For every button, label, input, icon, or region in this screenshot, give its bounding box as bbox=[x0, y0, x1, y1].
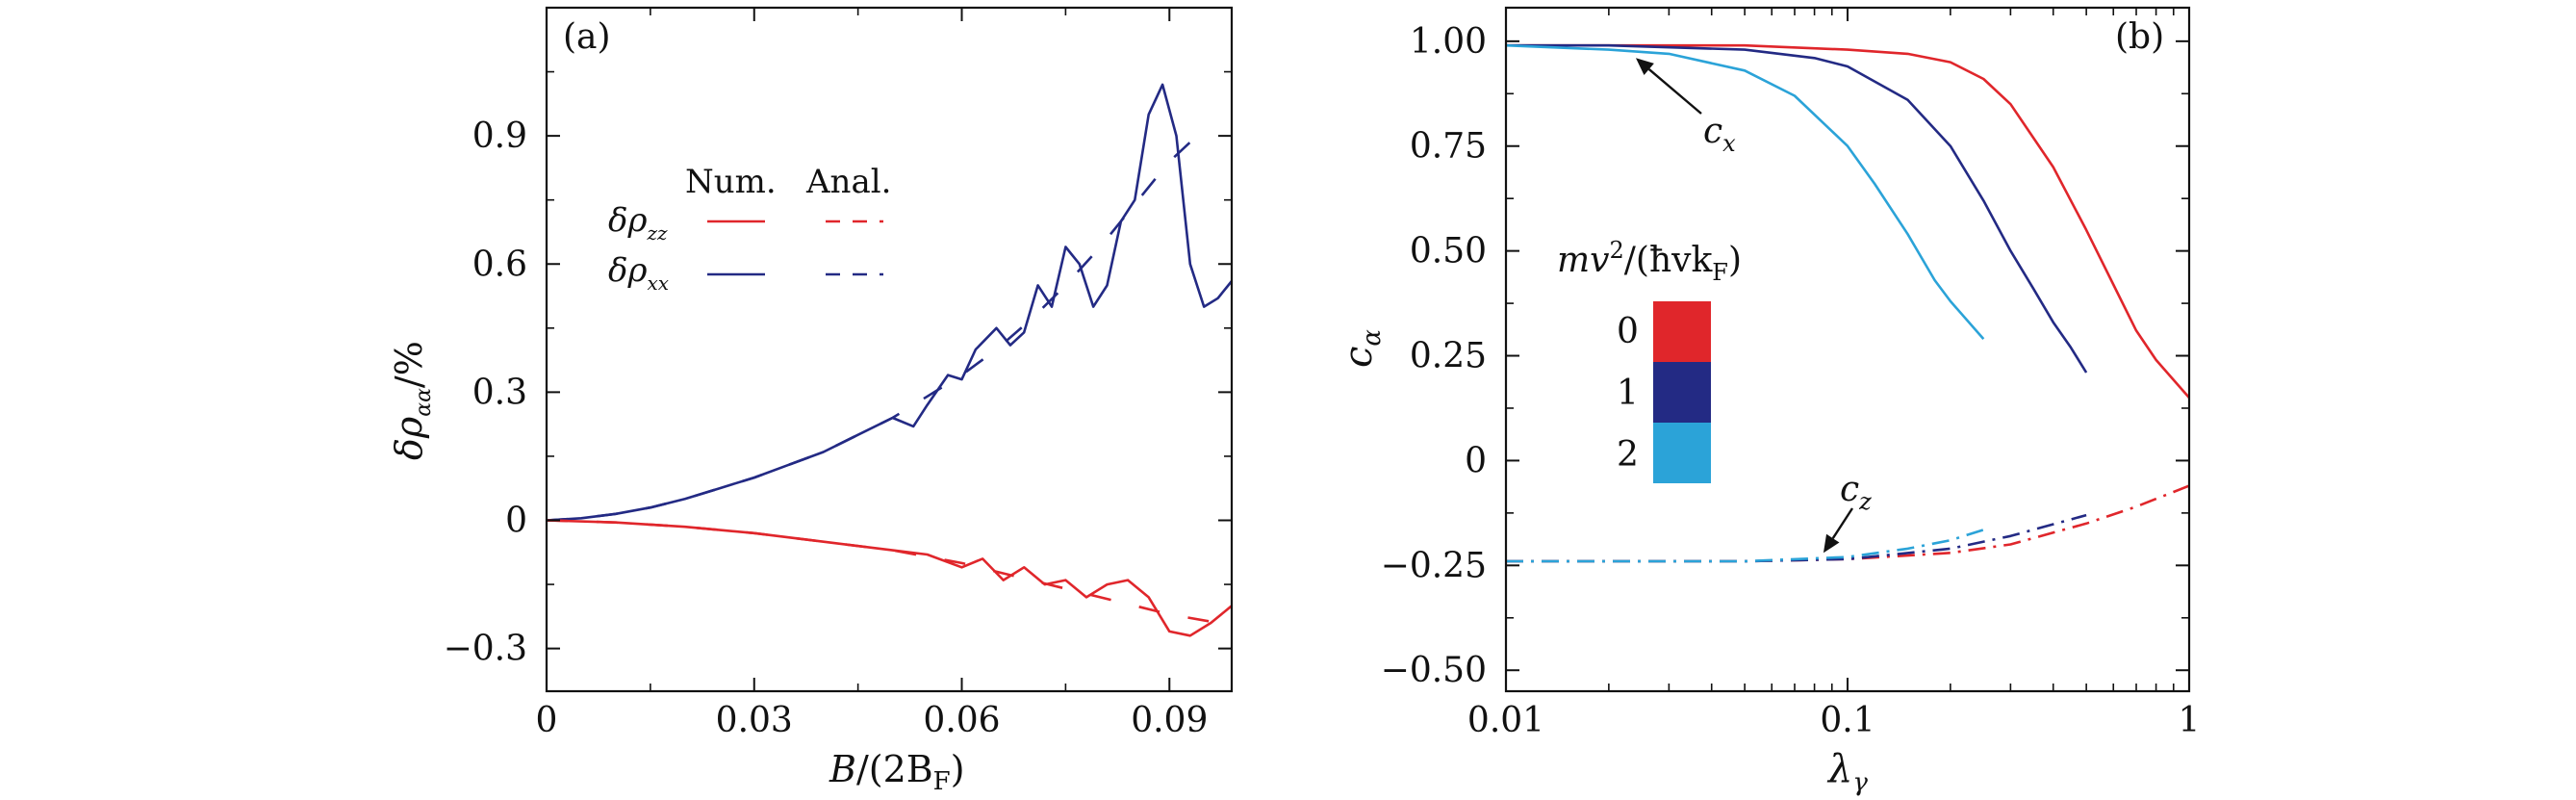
annotation-cz: cz bbox=[1823, 470, 1872, 554]
a-series-0 bbox=[547, 83, 1232, 522]
annotation-cx-arrowhead bbox=[1635, 58, 1654, 76]
panel-a-label: (a) bbox=[563, 17, 611, 57]
annotation-cx: cx bbox=[1635, 58, 1736, 157]
legend-a-row1-sym: δρ bbox=[608, 251, 647, 290]
b-series-5 bbox=[1506, 529, 1984, 563]
annotation-cz-sub: z bbox=[1858, 488, 1872, 515]
legend-b-title: mv2/(ħvkF) bbox=[1557, 237, 1742, 286]
panel-a-ylabel-sym: δρ bbox=[388, 416, 430, 460]
annotation-cz-arrow bbox=[1831, 507, 1854, 539]
legend-b-swatch-1 bbox=[1653, 362, 1711, 423]
b-ytick-label-1: −0.25 bbox=[1381, 546, 1487, 585]
panel-a-xlabel-mid: /(2B bbox=[856, 748, 933, 790]
legend-b-label-2: 2 bbox=[1617, 435, 1639, 475]
b-series-1 bbox=[1506, 43, 2088, 374]
panel-a-frame bbox=[545, 6, 1234, 693]
annotation-cz-arrowhead bbox=[1823, 533, 1840, 554]
b-ytick-label-6: 1.00 bbox=[1410, 22, 1487, 62]
a-series-2 bbox=[547, 519, 1232, 637]
legend-b-swatch-0 bbox=[1653, 301, 1711, 362]
panel-b-ylabel-sub: α bbox=[1358, 329, 1387, 347]
b-ytick-label-3: 0.25 bbox=[1410, 337, 1487, 376]
panel-b-series bbox=[1506, 43, 2189, 563]
a-ytick-label-2: 0.3 bbox=[472, 373, 527, 412]
panel-b-xlabel: λγ bbox=[1826, 747, 1868, 796]
b-ytick-label-0: −0.50 bbox=[1381, 651, 1487, 690]
panel-a-xlabel: B/(2BF) bbox=[829, 748, 965, 796]
panel-a-xlabel-main: B bbox=[829, 748, 856, 790]
legend-b-title-sup: 2 bbox=[1609, 237, 1623, 264]
panel-a-xlabel-end: ) bbox=[951, 748, 965, 790]
b-xtick-label-1: 0.1 bbox=[1820, 701, 1875, 740]
b-xtick-label-0: 0.01 bbox=[1467, 701, 1544, 740]
b-ytick-label-4: 0.50 bbox=[1410, 232, 1487, 271]
b-series-4 bbox=[1506, 513, 2087, 563]
legend-a: Num. Anal. δρzz δρxx bbox=[608, 163, 891, 295]
panel-b-ylabel: cα bbox=[1337, 329, 1387, 368]
legend-b-swatch-2 bbox=[1653, 423, 1711, 483]
legend-b-label-0: 0 bbox=[1617, 312, 1639, 351]
legend-b-label-1: 1 bbox=[1617, 374, 1639, 413]
panel-b-xlabel-sub: γ bbox=[1852, 768, 1868, 796]
panel-a-xlabel-sub: F bbox=[933, 767, 951, 796]
a-ytick-label-0: −0.3 bbox=[444, 630, 527, 669]
annotation-cz-label: cz bbox=[1840, 470, 1872, 515]
a-series-1 bbox=[547, 135, 1198, 522]
panel-a-ylabel-unit: /% bbox=[388, 341, 430, 388]
legend-a-row0-label: δρzz bbox=[608, 201, 668, 245]
annotation-cx-label: cx bbox=[1703, 112, 1736, 157]
a-series-3 bbox=[547, 519, 1218, 625]
b-xtick-label-2: 1 bbox=[2179, 701, 2201, 740]
a-ytick-label-4: 0.9 bbox=[472, 116, 527, 156]
legend-a-row0-sym: δρ bbox=[608, 201, 647, 240]
b-plot-area bbox=[1506, 43, 2189, 563]
legend-a-header-anal: Anal. bbox=[805, 163, 891, 201]
legend-a-row1-label: δρxx bbox=[608, 251, 669, 295]
panel-a: 0 0.03 0.06 0.09−0.300.30.60.9 (a) B/(2BF) … bbox=[388, 6, 1234, 796]
annotation-cx-sub: x bbox=[1722, 130, 1736, 157]
a-xtick-label-3: 0.09 bbox=[1131, 701, 1208, 740]
panel-b-frame bbox=[1504, 6, 2191, 693]
panel-b-xlabel-main: λ bbox=[1826, 747, 1852, 791]
legend-a-header-num: Num. bbox=[685, 163, 777, 201]
b-ytick-label-5: 0.75 bbox=[1410, 127, 1487, 167]
b-series-0 bbox=[1506, 43, 2189, 399]
a-xtick-label-1: 0.03 bbox=[716, 701, 793, 740]
legend-b-title-end: ) bbox=[1728, 241, 1742, 280]
panel-b-ticks: 0.01 0.1 1 −0.50 −0.25 0 0.25 0.50 0.75 1.00 bbox=[1381, 8, 2201, 740]
legend-b-title-mid: /(ħvk bbox=[1624, 241, 1714, 280]
b-ytick-label-2: 0 bbox=[1465, 441, 1487, 480]
legend-b-title-main: mv bbox=[1557, 241, 1609, 280]
a-ytick-label-1: 0 bbox=[505, 502, 527, 541]
panel-b-ylabel-main: c bbox=[1337, 347, 1381, 368]
a-ytick-label-3: 0.6 bbox=[472, 245, 527, 284]
legend-a-row1-sub: xx bbox=[647, 271, 669, 295]
panel-a-series bbox=[547, 83, 1232, 637]
a-xtick-label-0: 0 bbox=[536, 701, 558, 740]
a-plot-area bbox=[547, 83, 1232, 637]
legend-b-title-sub: F bbox=[1712, 259, 1728, 286]
panel-a-ylabel: δραα/% bbox=[388, 341, 436, 460]
legend-b: mv2/(ħvkF) 0 1 2 bbox=[1557, 237, 1742, 483]
b-series-2 bbox=[1506, 43, 1985, 340]
annotation-cz-main: c bbox=[1840, 470, 1859, 509]
annotation-cx-arrow bbox=[1647, 68, 1702, 115]
panel-a-ticks: 0 0.03 0.06 0.09−0.300.30.60.9 bbox=[444, 8, 1232, 740]
panel-b-label: (b) bbox=[2115, 17, 2164, 57]
legend-a-row0-sub: zz bbox=[646, 221, 668, 245]
panel-a-ylabel-sub: αα bbox=[412, 388, 436, 417]
a-xtick-label-2: 0.06 bbox=[923, 701, 1000, 740]
annotation-cx-main: c bbox=[1703, 112, 1722, 151]
